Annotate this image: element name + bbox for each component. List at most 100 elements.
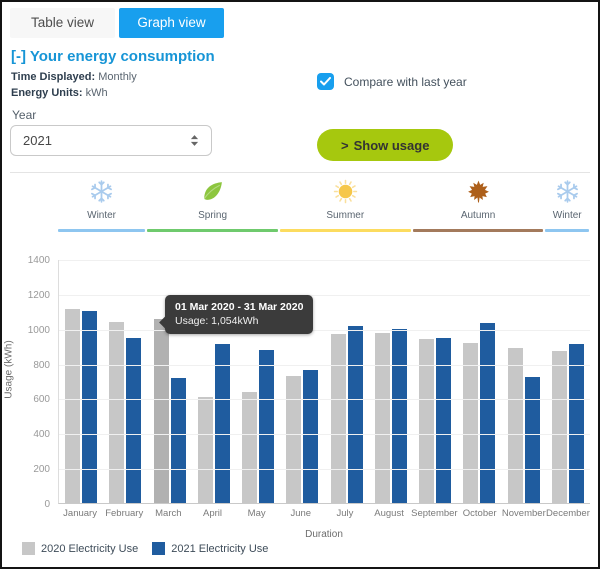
- season-label: Winter: [552, 210, 582, 221]
- gridline-1200: [59, 294, 590, 296]
- year-select-value: 2021: [23, 133, 52, 148]
- usage-bar-chart: Usage (kWh) January February March April May…: [2, 242, 598, 564]
- bar-december-2020[interactable]: [551, 350, 567, 503]
- time-displayed-row: Time Displayed: Monthly: [11, 69, 137, 85]
- bar-may-2021[interactable]: [259, 349, 275, 503]
- y-tick-600: 600: [33, 394, 50, 406]
- tab-table-view[interactable]: Table view: [10, 8, 115, 38]
- x-label-may: May: [247, 508, 266, 519]
- energy-units-value: kWh: [85, 87, 108, 99]
- bar-group-june: [280, 369, 324, 503]
- bar-january-2021[interactable]: [82, 311, 98, 503]
- x-axis-title: Duration: [305, 529, 343, 540]
- bar-group-august: [369, 328, 413, 503]
- y-tick-800: 800: [33, 359, 50, 371]
- gridline-800: [59, 364, 590, 366]
- bar-november-2020[interactable]: [507, 347, 523, 503]
- legend-swatch: [22, 542, 35, 555]
- x-label-march: March: [155, 508, 182, 519]
- page-title: [-] Your energy consumption: [11, 48, 215, 65]
- bar-june-2020[interactable]: [286, 375, 302, 503]
- season-label: Autumn: [460, 210, 496, 221]
- bar-august-2021[interactable]: [391, 328, 407, 503]
- check-icon: [320, 77, 331, 86]
- x-label-november: November: [501, 508, 546, 519]
- bar-august-2020[interactable]: [374, 333, 390, 503]
- legend-item-2021[interactable]: 2021 Electricity Use: [152, 542, 268, 555]
- season-winter-0[interactable]: Winter: [57, 178, 146, 232]
- meta-info: Time Displayed: Monthly Energy Units: kW…: [11, 69, 137, 101]
- bars-container: [59, 260, 590, 503]
- bar-group-october: [457, 322, 501, 503]
- y-tick-400: 400: [33, 429, 50, 441]
- tooltip-date-range: 01 Mar 2020 - 31 Mar 2020: [175, 301, 304, 313]
- bar-april-2020[interactable]: [197, 396, 213, 503]
- bar-february-2020[interactable]: [109, 321, 125, 503]
- legend-swatch: [152, 542, 166, 555]
- bar-july-2020[interactable]: [330, 333, 346, 503]
- x-label-october: October: [462, 508, 497, 519]
- energy-units-label: Energy Units:: [11, 87, 83, 99]
- bar-january-2020[interactable]: [65, 308, 81, 503]
- chevron-right-icon: >: [341, 137, 349, 153]
- x-axis-labels: January February March April May June July Augu…: [58, 508, 590, 519]
- season-winter-4[interactable]: Winter: [544, 178, 590, 232]
- maple-leaf-icon: [466, 178, 491, 205]
- compare-checkbox-label: Compare with last year: [344, 74, 467, 89]
- y-tick-1400: 1400: [27, 255, 50, 266]
- x-label-september: September: [411, 508, 458, 519]
- bar-september-2020[interactable]: [419, 339, 435, 503]
- chart-legend: 2020 Electricity Use 2021 Electricity Use: [22, 542, 268, 555]
- gridline-600: [59, 399, 590, 401]
- bar-october-2021[interactable]: [480, 322, 496, 503]
- bar-september-2021[interactable]: [436, 338, 452, 503]
- x-label-december: December: [546, 508, 590, 519]
- bar-march-2020[interactable]: [153, 319, 169, 503]
- x-label-april: April: [202, 508, 222, 519]
- bar-april-2021[interactable]: [214, 343, 230, 503]
- legend-label: 2020 Electricity Use: [41, 542, 139, 555]
- bar-group-april: [192, 343, 236, 503]
- plot-area: [58, 260, 590, 504]
- tooltip-usage-value: Usage: 1,054kWh: [175, 315, 259, 327]
- x-label-august: August: [374, 508, 404, 519]
- gridline-1000: [59, 329, 590, 331]
- bar-october-2020[interactable]: [463, 342, 479, 503]
- bar-group-september: [413, 338, 457, 503]
- season-label: Winter: [87, 210, 117, 221]
- bar-march-2021[interactable]: [170, 377, 186, 503]
- x-label-february: February: [105, 508, 144, 519]
- energy-units-row: Energy Units: kWh: [11, 85, 137, 101]
- bar-group-july: [325, 326, 369, 503]
- season-spring-1[interactable]: Spring: [146, 178, 279, 232]
- year-select[interactable]: 2021: [10, 125, 212, 156]
- season-autumn-3[interactable]: Autumn: [412, 178, 545, 232]
- bar-december-2021[interactable]: [568, 344, 584, 503]
- leaf-icon: [200, 178, 225, 205]
- bar-may-2020[interactable]: [242, 392, 258, 503]
- section-divider: [10, 172, 590, 173]
- season-underline: [279, 229, 411, 232]
- compare-with-last-year: Compare with last year: [317, 73, 467, 90]
- show-usage-button[interactable]: > Show usage: [317, 129, 454, 161]
- gridline-1400: [59, 260, 590, 261]
- bar-february-2021[interactable]: [126, 338, 142, 503]
- bar-group-january: [59, 308, 103, 503]
- time-displayed-value: Monthly: [98, 71, 137, 83]
- compare-checkbox[interactable]: [317, 73, 334, 90]
- x-label-january: January: [63, 508, 97, 519]
- season-underline: [147, 229, 278, 232]
- bar-november-2021[interactable]: [524, 376, 540, 503]
- legend-item-2020[interactable]: 2020 Electricity Use: [22, 542, 138, 555]
- season-summer-2[interactable]: Summer: [279, 178, 412, 232]
- y-tick-200: 200: [33, 464, 50, 476]
- bar-july-2021[interactable]: [347, 326, 363, 503]
- y-tick-1200: 1200: [27, 289, 50, 301]
- season-label: Summer: [326, 210, 365, 221]
- tab-graph-view[interactable]: Graph view: [119, 8, 224, 38]
- year-field-label: Year: [12, 108, 37, 122]
- legend-label: 2021 Electricity Use: [171, 542, 269, 555]
- bar-june-2021[interactable]: [303, 369, 319, 503]
- bar-group-march: [148, 319, 192, 503]
